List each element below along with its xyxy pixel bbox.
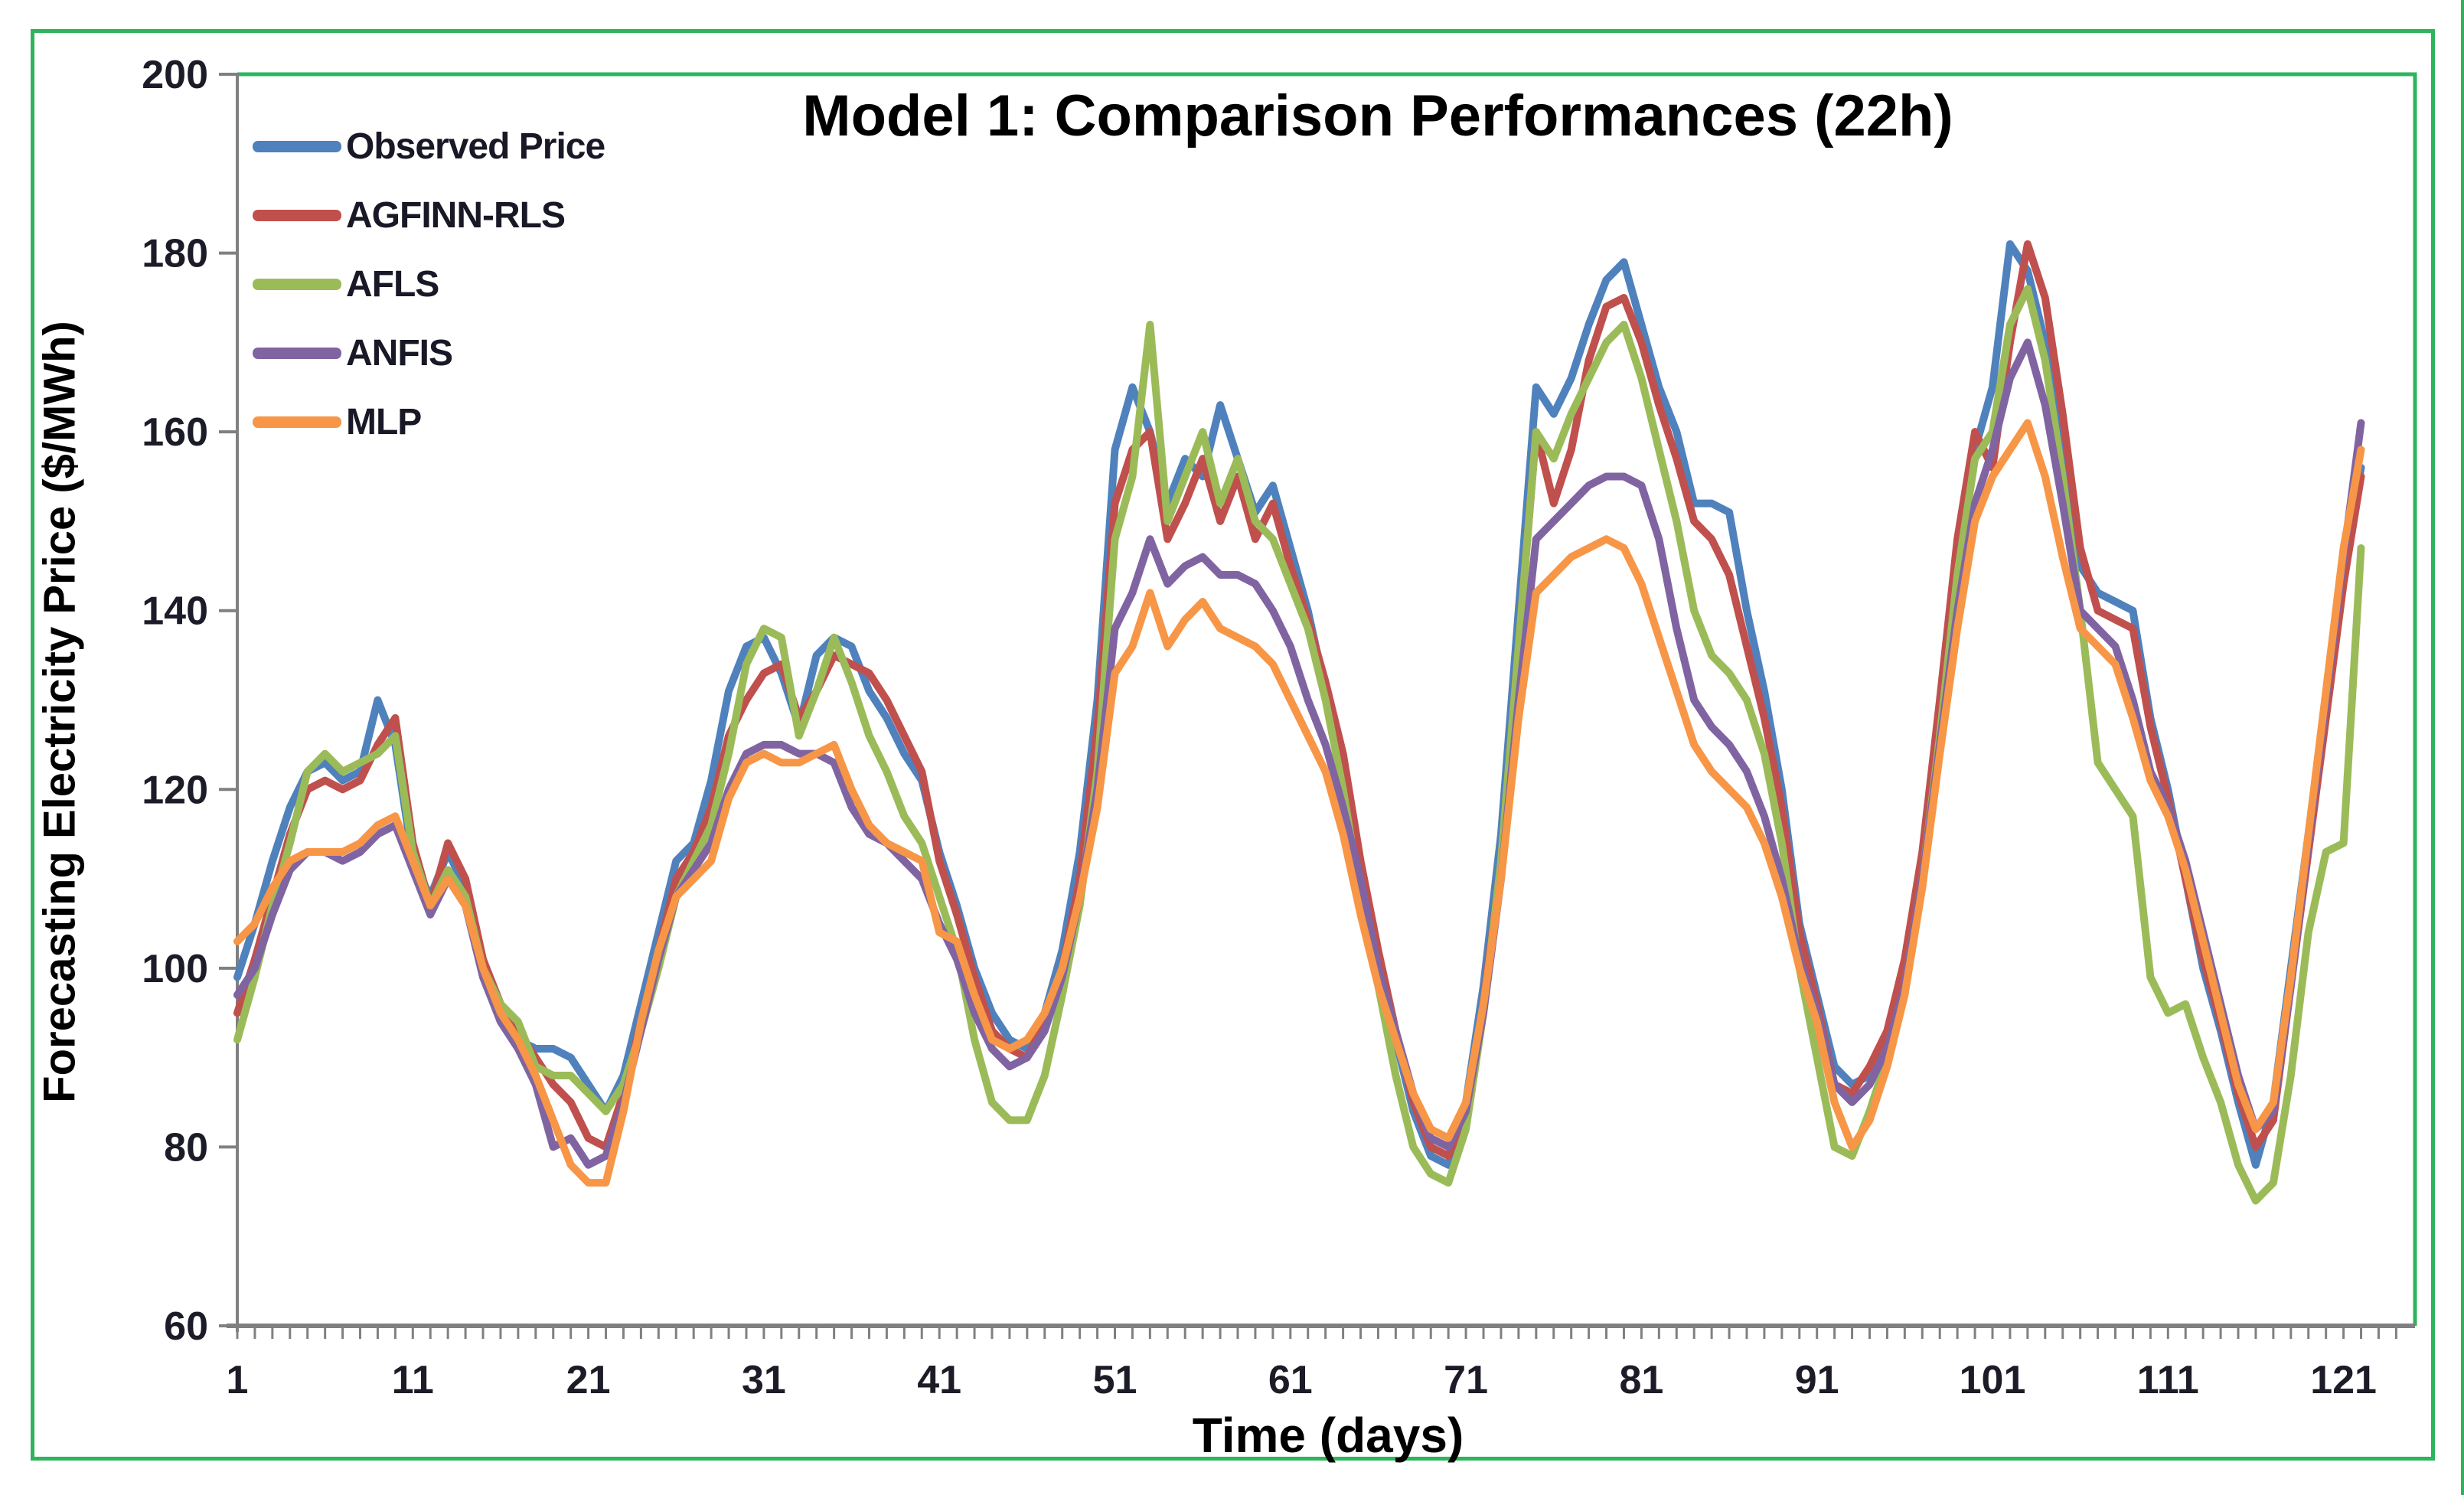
x-tick-label: 1 (227, 1358, 249, 1402)
x-axis-tick-labels: 1 11 21 31 41 51 61 71 81 91 101 111 121 (227, 1358, 2377, 1402)
y-tick-label: 160 (142, 410, 208, 455)
series-line-afls (233, 285, 2365, 1205)
y-axis-tick-labels: 60 80 100 120 140 160 180 200 (142, 53, 208, 1349)
y-tick-label: 180 (142, 232, 208, 276)
x-tick-label: 71 (1444, 1358, 1488, 1402)
plot-area-green-border (237, 72, 2417, 1326)
x-tick-label: 111 (2137, 1358, 2199, 1402)
legend-item-agfinn-rls: AGFINN-RLS (253, 191, 605, 239)
x-tick-label: 61 (1268, 1358, 1313, 1402)
x-axis-title: Time (days) (1192, 1408, 1464, 1463)
legend: Observed Price AGFINN-RLS AFLS ANFIS MLP (253, 122, 605, 467)
y-tick-label: 140 (142, 589, 208, 634)
x-tick-label: 81 (1619, 1358, 1663, 1402)
legend-line-swatch-mlp (253, 416, 341, 428)
series-lines (233, 240, 2365, 1205)
legend-line-swatch-observed-price (253, 140, 341, 152)
legend-item-anfis: ANFIS (253, 329, 605, 377)
axis-lines (227, 74, 2415, 1332)
plot-area-border (237, 72, 2417, 1326)
x-tick-label: 41 (917, 1358, 961, 1402)
legend-line-swatch-afls (253, 278, 341, 290)
legend-item-afls: AFLS (253, 260, 605, 308)
series-line-anfis (233, 338, 2365, 1169)
right-edge-border-sliver (2461, 0, 2464, 1495)
y-tick-label: 100 (142, 947, 208, 991)
legend-label: ANFIS (346, 332, 453, 374)
series-line-observed-price (233, 240, 2365, 1169)
y-tick-label: 120 (142, 768, 208, 812)
y-axis-ticks (219, 73, 237, 1327)
x-tick-label: 31 (742, 1358, 786, 1402)
x-tick-label: 11 (392, 1358, 434, 1402)
x-tick-label: 101 (1960, 1358, 2026, 1402)
series-line-mlp (233, 419, 2365, 1187)
x-tick-label: 51 (1093, 1358, 1137, 1402)
legend-item-mlp: MLP (253, 398, 605, 446)
y-tick-label: 80 (164, 1125, 208, 1170)
legend-item-observed-price: Observed Price (253, 122, 605, 170)
legend-label: MLP (346, 401, 422, 442)
legend-line-swatch-agfinn-rls (253, 209, 341, 221)
legend-line-swatch-anfis (253, 347, 341, 359)
y-tick-label: 200 (142, 53, 208, 97)
legend-label: Observed Price (346, 126, 605, 167)
y-axis-title: Forecasting Electricity Price ($/MWh) (34, 321, 85, 1103)
figure-frame (31, 29, 2435, 1461)
legend-label: AGFINN-RLS (346, 194, 566, 236)
x-tick-label: 121 (2310, 1358, 2377, 1402)
y-tick-label: 60 (164, 1304, 208, 1349)
x-tick-label: 91 (1795, 1358, 1839, 1402)
legend-label: AFLS (346, 263, 439, 305)
x-tick-label: 21 (566, 1358, 611, 1402)
x-axis-ticks (236, 1326, 2397, 1339)
chart-title: Model 1: Comparison Performances (22h) (802, 83, 1953, 149)
